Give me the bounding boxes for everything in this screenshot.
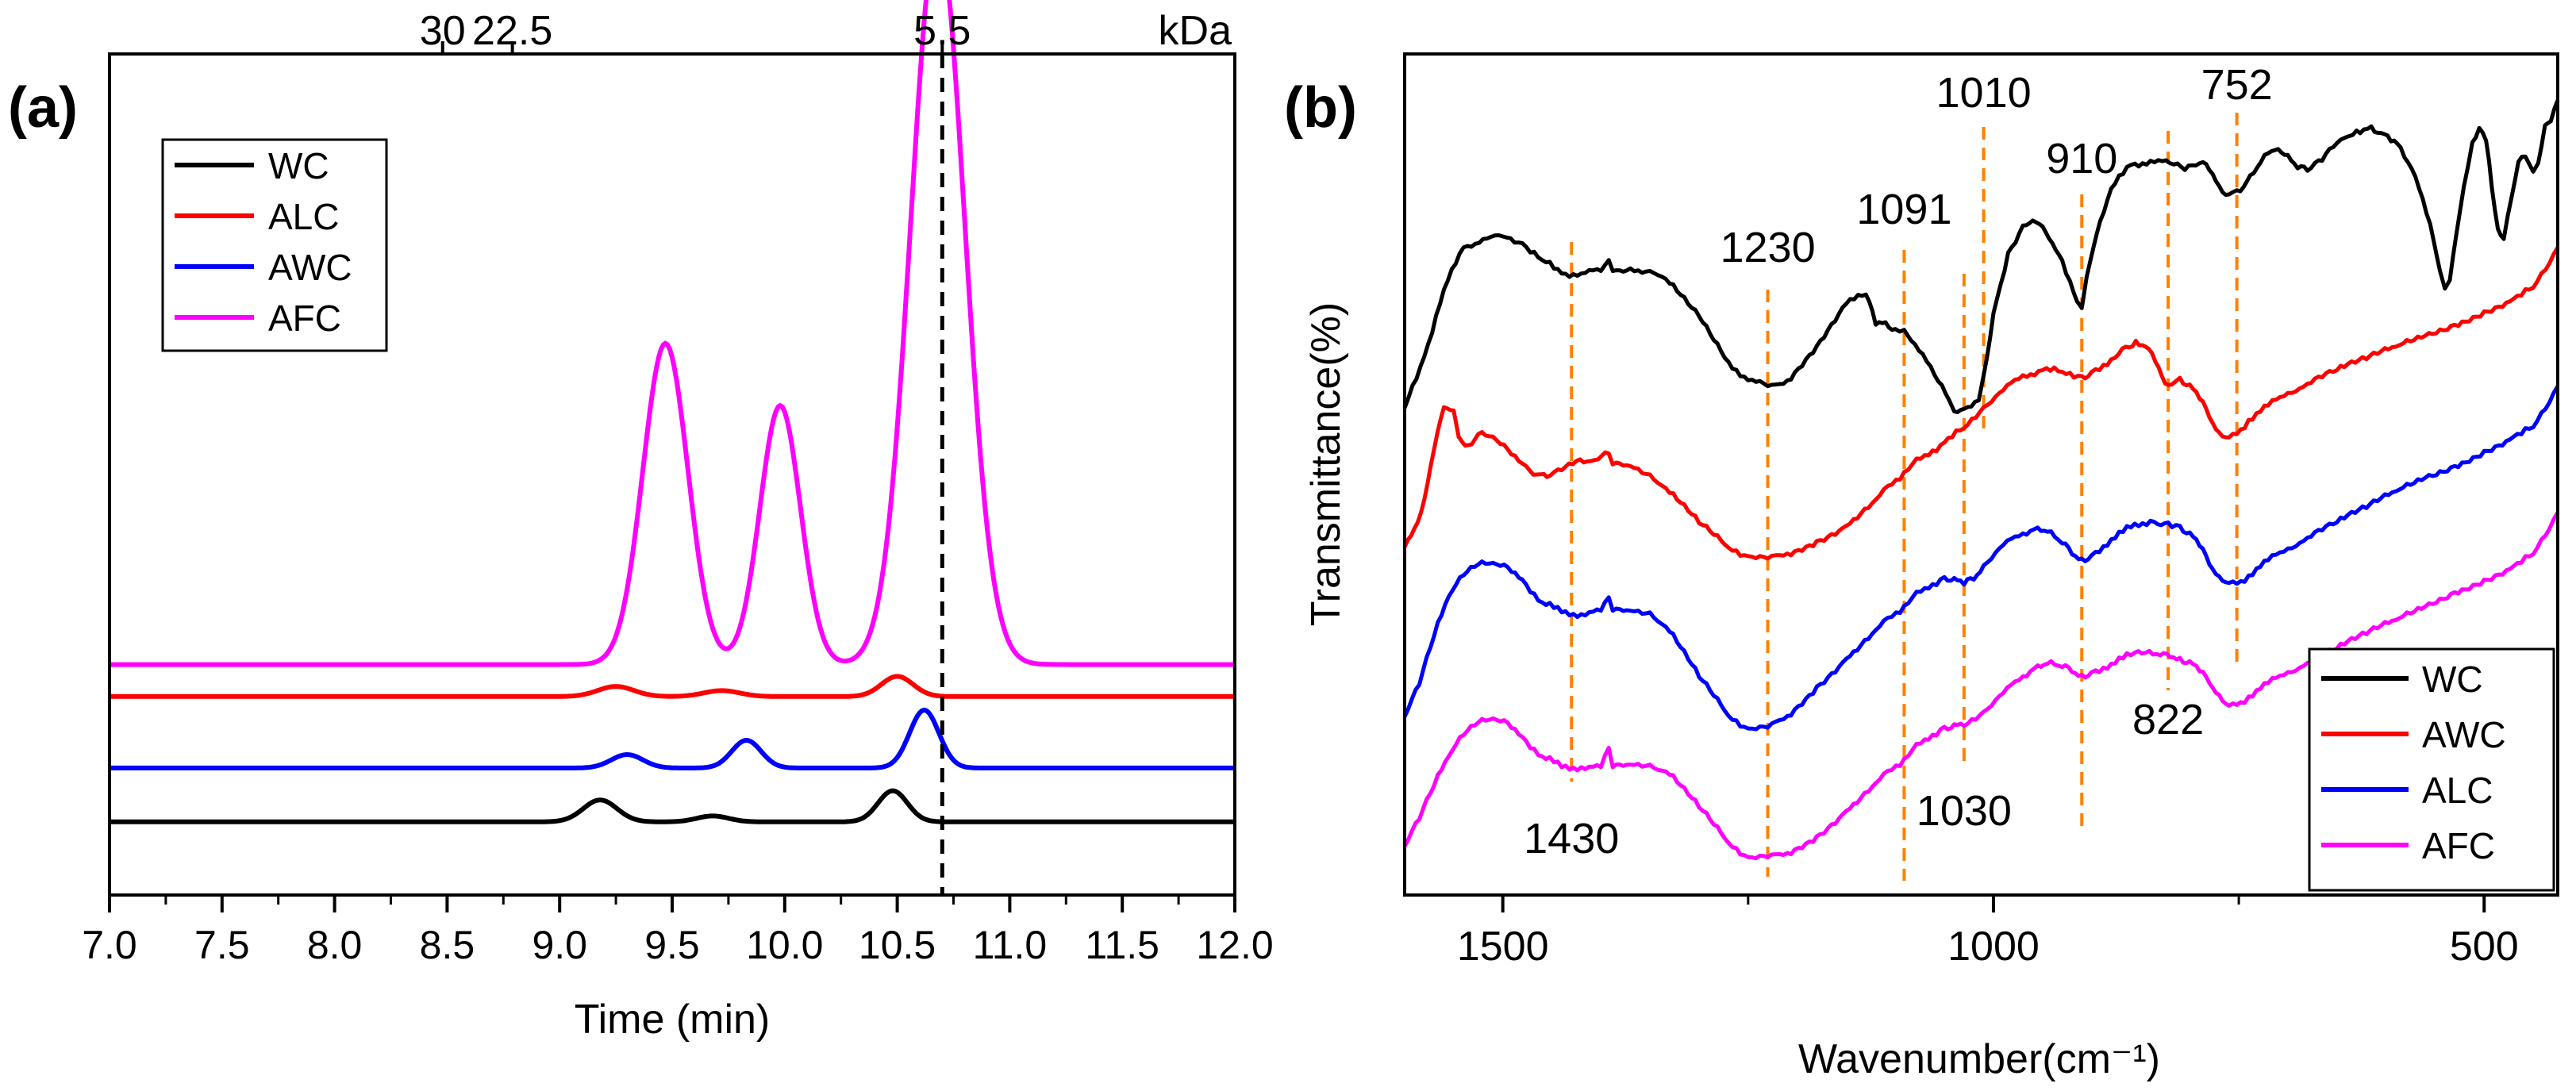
marker-label-1230: 1230 (1720, 224, 1815, 271)
legend-a-label-afc: AFC (268, 298, 341, 339)
b-x-tick-label: 1000 (1947, 924, 2040, 970)
marker-label-1030: 1030 (1917, 787, 2012, 835)
panel-b: (b) Transmittance(%) 1430 1230 1091 1030 101… (1284, 52, 2560, 1082)
legend-b-label-wc: WC (2422, 659, 2483, 700)
panel-b-plot-frame (1403, 52, 2559, 897)
b-x-tick-label: 1500 (1457, 924, 1549, 970)
spectrum-awc (1402, 246, 2560, 561)
spectrum-wc (1402, 99, 2560, 414)
panel-a-series (109, 0, 1236, 824)
a-x-tick-label: 11.5 (1085, 923, 1159, 967)
panel-b-series (1402, 99, 2560, 861)
marker-label-1430: 1430 (1524, 815, 1619, 862)
spectrum-alc (1402, 385, 2560, 732)
marker-label-822: 822 (2132, 696, 2204, 743)
legend-b-label-alc: ALC (2422, 770, 2493, 811)
a-x-tick-label: 9.0 (532, 923, 587, 967)
marker-label-1091: 1091 (1856, 186, 1951, 233)
chromatogram-alc (109, 674, 1236, 699)
panel-b-x-axis-label: Wavenumber(cm⁻¹) (1798, 1036, 2160, 1082)
a-top-tick-label: 5.5 (913, 8, 971, 54)
legend-a-label-awc: AWC (268, 247, 352, 288)
panel-b-marker-labels: 1430 1230 1091 1030 1010 910 822 752 (1524, 61, 2273, 862)
panel-a-legend: WC ALC AWC AFC (161, 138, 388, 352)
a-x-tick-label: 7.0 (82, 923, 137, 967)
a-x-tick-label: 8.5 (420, 923, 475, 967)
chromatogram-afc (109, 0, 1236, 667)
panel-b-label: (b) (1284, 76, 1357, 140)
spectrum-afc (1402, 511, 2560, 861)
panel-a: (a) 7.0 7.5 8.0 8.5 9.0 9.5 10.0 10.5 11.0 11.5 12… (8, 0, 1274, 1043)
panel-a-label: (a) (8, 76, 78, 140)
a-x-tick-label: 9.5 (644, 923, 700, 967)
marker-label-752: 752 (2201, 61, 2273, 109)
legend-a-label-alc: ALC (268, 196, 339, 237)
panel-a-x-axis: 7.0 7.5 8.0 8.5 9.0 9.5 10.0 10.5 11.0 11.5 12.0 (82, 895, 1274, 967)
legend-b-label-afc: AFC (2422, 825, 2495, 866)
panel-a-top-axis: 30 22.5 5.5 (420, 8, 971, 54)
chromatogram-awc (109, 707, 1236, 770)
marker-label-1010: 1010 (1936, 69, 2032, 117)
panel-a-top-axis-unit: kDa (1159, 8, 1232, 54)
legend-a-label-wc: WC (268, 145, 329, 186)
a-top-tick-label: 22.5 (472, 8, 552, 54)
chromatogram-wc (109, 788, 1236, 824)
a-x-tick-label: 10.0 (746, 923, 823, 967)
panel-b-legend: WC AWC ALC AFC (2308, 647, 2555, 892)
a-x-tick-label: 10.5 (859, 923, 936, 967)
a-x-tick-label: 11.0 (973, 923, 1048, 967)
panel-a-x-axis-label: Time (min) (575, 997, 771, 1043)
a-x-tick-label: 12.0 (1196, 923, 1273, 967)
a-top-tick-label: 30 (420, 8, 466, 54)
a-x-tick-label: 8.0 (307, 923, 363, 967)
panel-b-x-axis: 1500 1000 500 (1457, 895, 2519, 970)
a-x-tick-label: 7.5 (194, 923, 250, 967)
panel-b-y-axis-label: Transmittance(%) (1303, 302, 1349, 626)
panel-b-legend-box (2308, 647, 2555, 892)
marker-label-910: 910 (2046, 135, 2117, 182)
b-x-tick-label: 500 (2450, 924, 2519, 970)
legend-b-label-awc: AWC (2422, 714, 2506, 755)
